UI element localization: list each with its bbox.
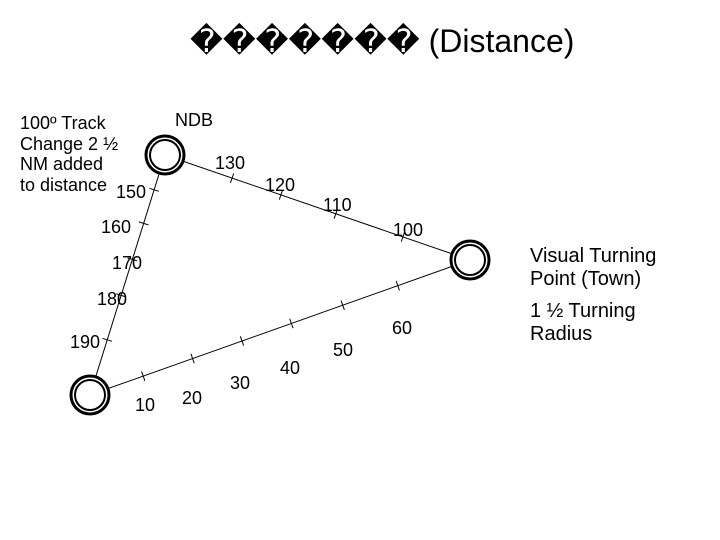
tick-label: 190 <box>70 332 100 353</box>
tick-label: 20 <box>182 388 202 409</box>
tick-label: 50 <box>333 340 353 361</box>
tick-label: 170 <box>112 253 142 274</box>
tick-label: 110 <box>323 195 352 216</box>
diagram-stage: { "title": { "text": "������� (Distance)… <box>0 0 720 540</box>
tick-label: 120 <box>265 175 295 196</box>
tick-label: 130 <box>215 153 245 174</box>
track-change-note: 100º Track Change 2 ½ NM added to distan… <box>20 113 118 196</box>
tick-label: 150 <box>116 182 146 203</box>
tick-label: 100 <box>393 220 423 241</box>
tick-label: 160 <box>101 217 131 238</box>
tick-label: 60 <box>392 318 412 339</box>
tick-label: 40 <box>280 358 300 379</box>
tick-label: 180 <box>97 289 127 310</box>
visual-turning-point-label: Visual Turning Point (Town) <box>530 245 656 291</box>
tick-label: 30 <box>230 373 250 394</box>
tick-label: 10 <box>135 395 155 416</box>
ndb-label: NDB <box>175 110 213 131</box>
turning-radius-label: 1 ½ Turning Radius <box>530 300 636 346</box>
